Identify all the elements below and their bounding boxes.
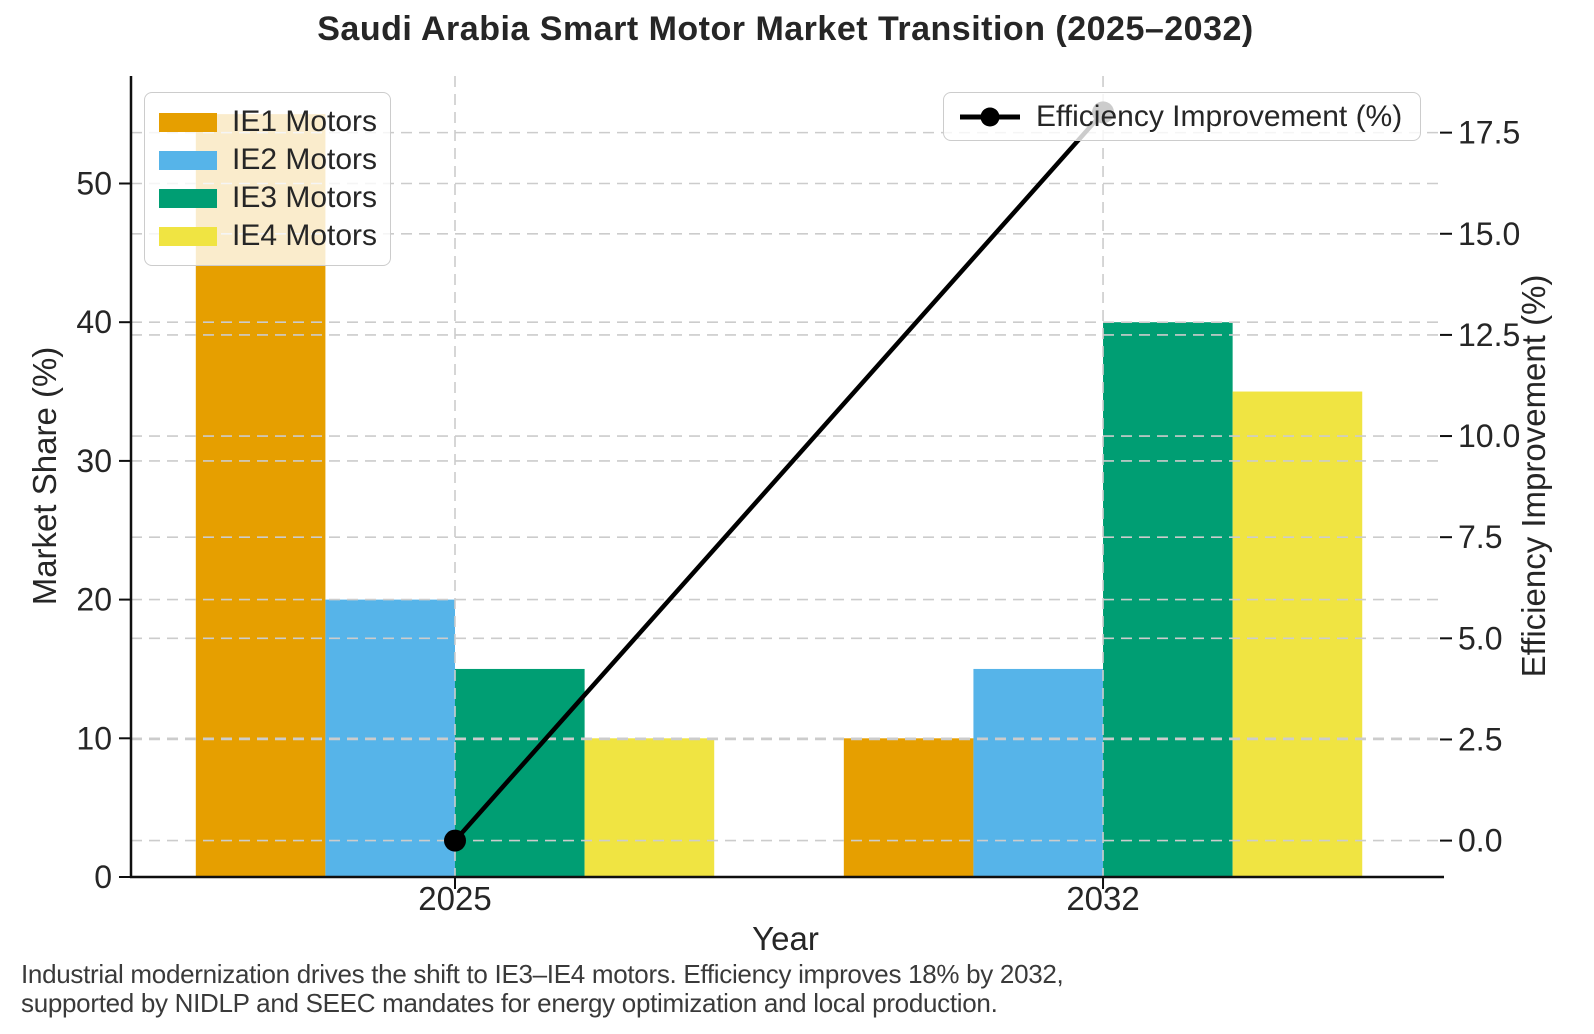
chart-title: Saudi Arabia Smart Motor Market Transiti… [317, 10, 1254, 48]
bar-ie1-motors-2032 [843, 738, 974, 877]
left-tick-label-0: 0 [94, 859, 112, 895]
left-tick-label-20: 20 [76, 582, 112, 618]
right-tick-label-17.5: 17.5 [1458, 115, 1520, 151]
caption-line-1: Industrial modernization drives the shif… [21, 959, 1064, 989]
legend-row-ie2: IE2 Motors [159, 141, 378, 179]
efficiency-marker-2025 [444, 829, 467, 852]
bar-ie4-motors-2025 [584, 738, 715, 877]
x-axis-title: Year [752, 920, 819, 957]
legend-swatch-ie4 [159, 226, 217, 246]
bar-ie2-motors-2032 [973, 668, 1104, 877]
legend-label-efficiency: Efficiency Improvement (%) [1036, 99, 1403, 133]
legend-label-ie2: IE2 Motors [232, 143, 378, 176]
legend-swatch-ie3 [159, 188, 217, 208]
right-tick-label-5.0: 5.0 [1458, 620, 1502, 656]
right-tick-label-2.5: 2.5 [1458, 721, 1502, 757]
legend-row-ie4: IE4 Motors [159, 217, 378, 255]
legend-label-ie4: IE4 Motors [232, 219, 378, 252]
caption-line-2: supported by NIDLP and SEEC mandates for… [21, 988, 998, 1018]
left-tick-label-30: 30 [76, 443, 112, 479]
left-axis-title: Market Share (%) [26, 346, 63, 606]
bar-ie3-motors-2025 [455, 668, 585, 877]
legend-row-ie3: IE3 Motors [159, 179, 378, 217]
right-tick-label-0.0: 0.0 [1458, 823, 1502, 859]
bar-ie4-motors-2032 [1232, 391, 1363, 877]
efficiency-line [453, 110, 1105, 843]
x-tick-label-2032: 2032 [1066, 880, 1139, 917]
right-tick-label-15.0: 15.0 [1458, 216, 1520, 252]
bar-legend: IE1 Motors IE2 Motors IE3 Motors IE4 Mot… [144, 92, 391, 266]
right-tick-label-7.5: 7.5 [1458, 519, 1502, 555]
right-axis-title: Efficiency Improvement (%) [1515, 274, 1552, 678]
line-legend: Efficiency Improvement (%) [943, 92, 1421, 141]
legend-label-ie3: IE3 Motors [232, 181, 378, 214]
x-tick-label-2025: 2025 [418, 880, 491, 917]
right-tick-label-10.0: 10.0 [1458, 418, 1520, 454]
legend-swatch-ie1 [159, 112, 217, 132]
left-tick-label-40: 40 [76, 304, 112, 340]
legend-label-ie1: IE1 Motors [232, 105, 378, 138]
right-tick-label-12.5: 12.5 [1458, 317, 1520, 353]
left-tick-label-10: 10 [76, 720, 112, 756]
legend-swatch-ie2 [159, 150, 217, 170]
left-tick-label-50: 50 [76, 165, 112, 201]
legend-row-ie1: IE1 Motors [159, 103, 378, 141]
caption: Industrial modernization drives the shif… [21, 959, 1064, 1018]
legend-line-marker-swatch [960, 106, 1020, 128]
